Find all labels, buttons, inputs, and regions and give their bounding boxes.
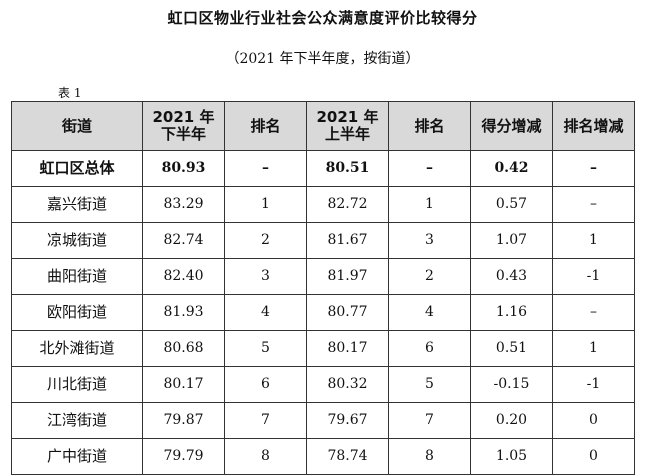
cell-rank-h1: – <box>388 150 471 187</box>
cell-2021-h1-score: 80.32 <box>306 366 389 403</box>
cell-2021-h2-score: 80.68 <box>142 330 225 367</box>
cell-rank-change: -1 <box>552 258 635 295</box>
cell-2021-h1-score: 80.77 <box>306 294 389 331</box>
cell-2021-h2-score: 82.40 <box>142 258 225 295</box>
header-2021-h2-line1: 2021 年 <box>152 108 215 126</box>
header-2021-h2: 2021 年下半年 <box>142 101 225 151</box>
cell-2021-h2-score: 81.93 <box>142 294 225 331</box>
cell-score-change: 1.16 <box>470 294 553 331</box>
cell-street-name: 凉城街道 <box>11 222 143 259</box>
cell-rank-h2: 6 <box>224 366 307 403</box>
table-row: 川北街道 80.17 6 80.32 5 -0.15 -1 <box>11 366 635 403</box>
cell-rank-change: 0 <box>552 402 635 439</box>
cell-score-change: 0.20 <box>470 402 553 439</box>
table-label: 表 1 <box>58 86 82 100</box>
cell-2021-h1-score: 81.97 <box>306 258 389 295</box>
cell-rank-h1: 8 <box>388 438 471 475</box>
header-2021-h2-line2: 下半年 <box>160 125 206 143</box>
cell-rank-h1: 4 <box>388 294 471 331</box>
cell-rank-h1: 2 <box>388 258 471 295</box>
cell-street-name: 广中街道 <box>11 438 143 475</box>
cell-street-name: 北外滩街道 <box>11 330 143 367</box>
cell-2021-h2-score: 82.74 <box>142 222 225 259</box>
header-rank-change-text: 排名增减 <box>563 116 624 135</box>
header-street: 街道 <box>11 101 143 151</box>
header-street-text: 街道 <box>61 116 92 135</box>
header-rank-change: 排名增减 <box>552 101 635 151</box>
header-rank-h1-text: 排名 <box>414 116 445 135</box>
cell-rank-h2: 4 <box>224 294 307 331</box>
cell-rank-change: 1 <box>552 330 635 367</box>
table-row: 欧阳街道 81.93 4 80.77 4 1.16 – <box>11 294 635 331</box>
cell-street-name: 嘉兴街道 <box>11 186 143 223</box>
cell-2021-h1-score: 78.74 <box>306 438 389 475</box>
cell-score-change: 0.42 <box>470 150 553 187</box>
cell-2021-h2-score: 80.17 <box>142 366 225 403</box>
table-row: 凉城街道 82.74 2 81.67 3 1.07 1 <box>11 222 635 259</box>
cell-rank-h1: 6 <box>388 330 471 367</box>
header-score-change: 得分增减 <box>470 101 553 151</box>
cell-score-change: 1.05 <box>470 438 553 475</box>
cell-rank-h1: 3 <box>388 222 471 259</box>
cell-street-name: 川北街道 <box>11 366 143 403</box>
document-title: 虹口区物业行业社会公众满意度评价比较得分 <box>167 9 478 27</box>
cell-street-name: 曲阳街道 <box>11 258 143 295</box>
cell-score-change: 1.07 <box>470 222 553 259</box>
cell-rank-change: 0 <box>552 438 635 475</box>
header-score-change-text: 得分增减 <box>481 116 542 135</box>
cell-score-change: 0.51 <box>470 330 553 367</box>
cell-2021-h2-score: 80.93 <box>142 150 225 187</box>
cell-2021-h2-score: 83.29 <box>142 186 225 223</box>
cell-rank-change: 1 <box>552 222 635 259</box>
table-row: 江湾街道 79.87 7 79.67 7 0.20 0 <box>11 402 635 439</box>
cell-2021-h1-score: 80.51 <box>306 150 389 187</box>
cell-rank-change: – <box>552 150 635 187</box>
satisfaction-score-table: 街道 2021 年下半年 排名 2021 年上半年 排名 得分增减 排名增减 虹… <box>11 101 635 475</box>
table-row-total: 虹口区总体 80.93 – 80.51 – 0.42 – <box>11 150 635 187</box>
cell-rank-h1: 1 <box>388 186 471 223</box>
cell-2021-h2-score: 79.87 <box>142 402 225 439</box>
header-2021-h1: 2021 年上半年 <box>306 101 389 151</box>
table-header-row: 街道 2021 年下半年 排名 2021 年上半年 排名 得分增减 排名增减 <box>11 101 635 151</box>
header-2021-h1-line1: 2021 年 <box>316 108 379 126</box>
cell-score-change: 0.57 <box>470 186 553 223</box>
cell-rank-h2: 5 <box>224 330 307 367</box>
cell-rank-h2: 7 <box>224 402 307 439</box>
cell-2021-h1-score: 81.67 <box>306 222 389 259</box>
cell-score-change: 0.43 <box>470 258 553 295</box>
cell-street-name: 虹口区总体 <box>11 150 143 187</box>
cell-rank-h2: 1 <box>224 186 307 223</box>
cell-2021-h1-score: 79.67 <box>306 402 389 439</box>
table-row: 北外滩街道 80.68 5 80.17 6 0.51 1 <box>11 330 635 367</box>
cell-street-name: 江湾街道 <box>11 402 143 439</box>
table-row: 嘉兴街道 83.29 1 82.72 1 0.57 – <box>11 186 635 223</box>
header-2021-h1-line2: 上半年 <box>324 125 370 143</box>
cell-rank-h2: 3 <box>224 258 307 295</box>
document-subtitle: （2021 年下半年度，按街道） <box>225 51 420 67</box>
cell-2021-h2-score: 79.79 <box>142 438 225 475</box>
cell-rank-h1: 5 <box>388 366 471 403</box>
table-row: 曲阳街道 82.40 3 81.97 2 0.43 -1 <box>11 258 635 295</box>
cell-rank-change: -1 <box>552 366 635 403</box>
header-rank-h2-text: 排名 <box>250 116 281 135</box>
cell-rank-change: – <box>552 186 635 223</box>
cell-rank-h1: 7 <box>388 402 471 439</box>
header-rank-h1: 排名 <box>388 101 471 151</box>
cell-rank-h2: – <box>224 150 307 187</box>
cell-rank-h2: 2 <box>224 222 307 259</box>
cell-2021-h1-score: 80.17 <box>306 330 389 367</box>
table-row: 广中街道 79.79 8 78.74 8 1.05 0 <box>11 438 635 475</box>
cell-rank-change: – <box>552 294 635 331</box>
cell-2021-h1-score: 82.72 <box>306 186 389 223</box>
cell-score-change: -0.15 <box>470 366 553 403</box>
header-rank-h2: 排名 <box>224 101 307 151</box>
cell-rank-h2: 8 <box>224 438 307 475</box>
cell-street-name: 欧阳街道 <box>11 294 143 331</box>
